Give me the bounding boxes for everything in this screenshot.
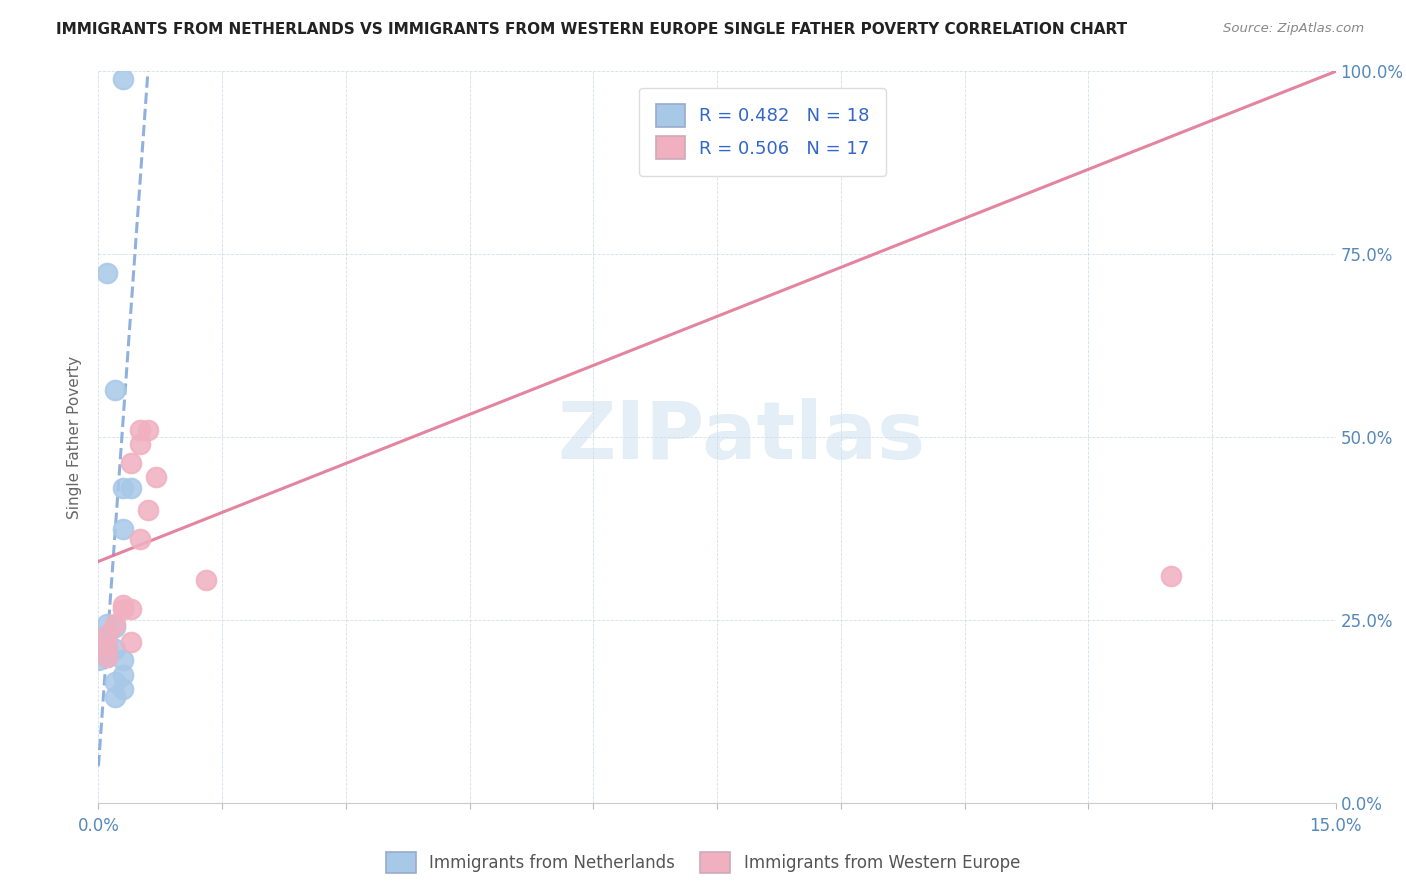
Point [112,602,135,616]
Point [112,667,135,681]
Point [96,627,118,641]
Point [104,620,127,634]
Point [128,437,150,451]
Point [87,653,110,667]
Y-axis label: Single Father Poverty: Single Father Poverty [67,356,83,518]
Point [128,533,150,547]
Legend: R = 0.482   N = 18, R = 0.506   N = 17: R = 0.482 N = 18, R = 0.506 N = 17 [640,87,886,176]
Point [104,642,127,657]
Point [128,423,150,437]
Point [112,481,135,495]
Point [112,71,135,86]
Point [145,470,167,484]
Legend: Immigrants from Netherlands, Immigrants from Western Europe: Immigrants from Netherlands, Immigrants … [380,846,1026,880]
Point [136,503,159,517]
Point [112,521,135,535]
Text: Source: ZipAtlas.com: Source: ZipAtlas.com [1223,22,1364,36]
Point [112,682,135,697]
Point [96,266,118,280]
Point [120,602,142,616]
Point [120,635,142,649]
Point [1160,569,1182,583]
Point [96,639,118,653]
Point [96,627,118,641]
Point [96,616,118,631]
Point [104,690,127,704]
Point [194,573,217,587]
Point [96,649,118,664]
Point [112,653,135,667]
Point [104,383,127,397]
Point [120,481,142,495]
Point [104,675,127,690]
Point [136,423,159,437]
Text: IMMIGRANTS FROM NETHERLANDS VS IMMIGRANTS FROM WESTERN EUROPE SINGLE FATHER POVE: IMMIGRANTS FROM NETHERLANDS VS IMMIGRANT… [56,22,1128,37]
Text: ZIPatlas: ZIPatlas [558,398,927,476]
Point [112,599,135,613]
Point [96,649,118,664]
Point [120,456,142,470]
Point [104,616,127,631]
Point [96,642,118,657]
